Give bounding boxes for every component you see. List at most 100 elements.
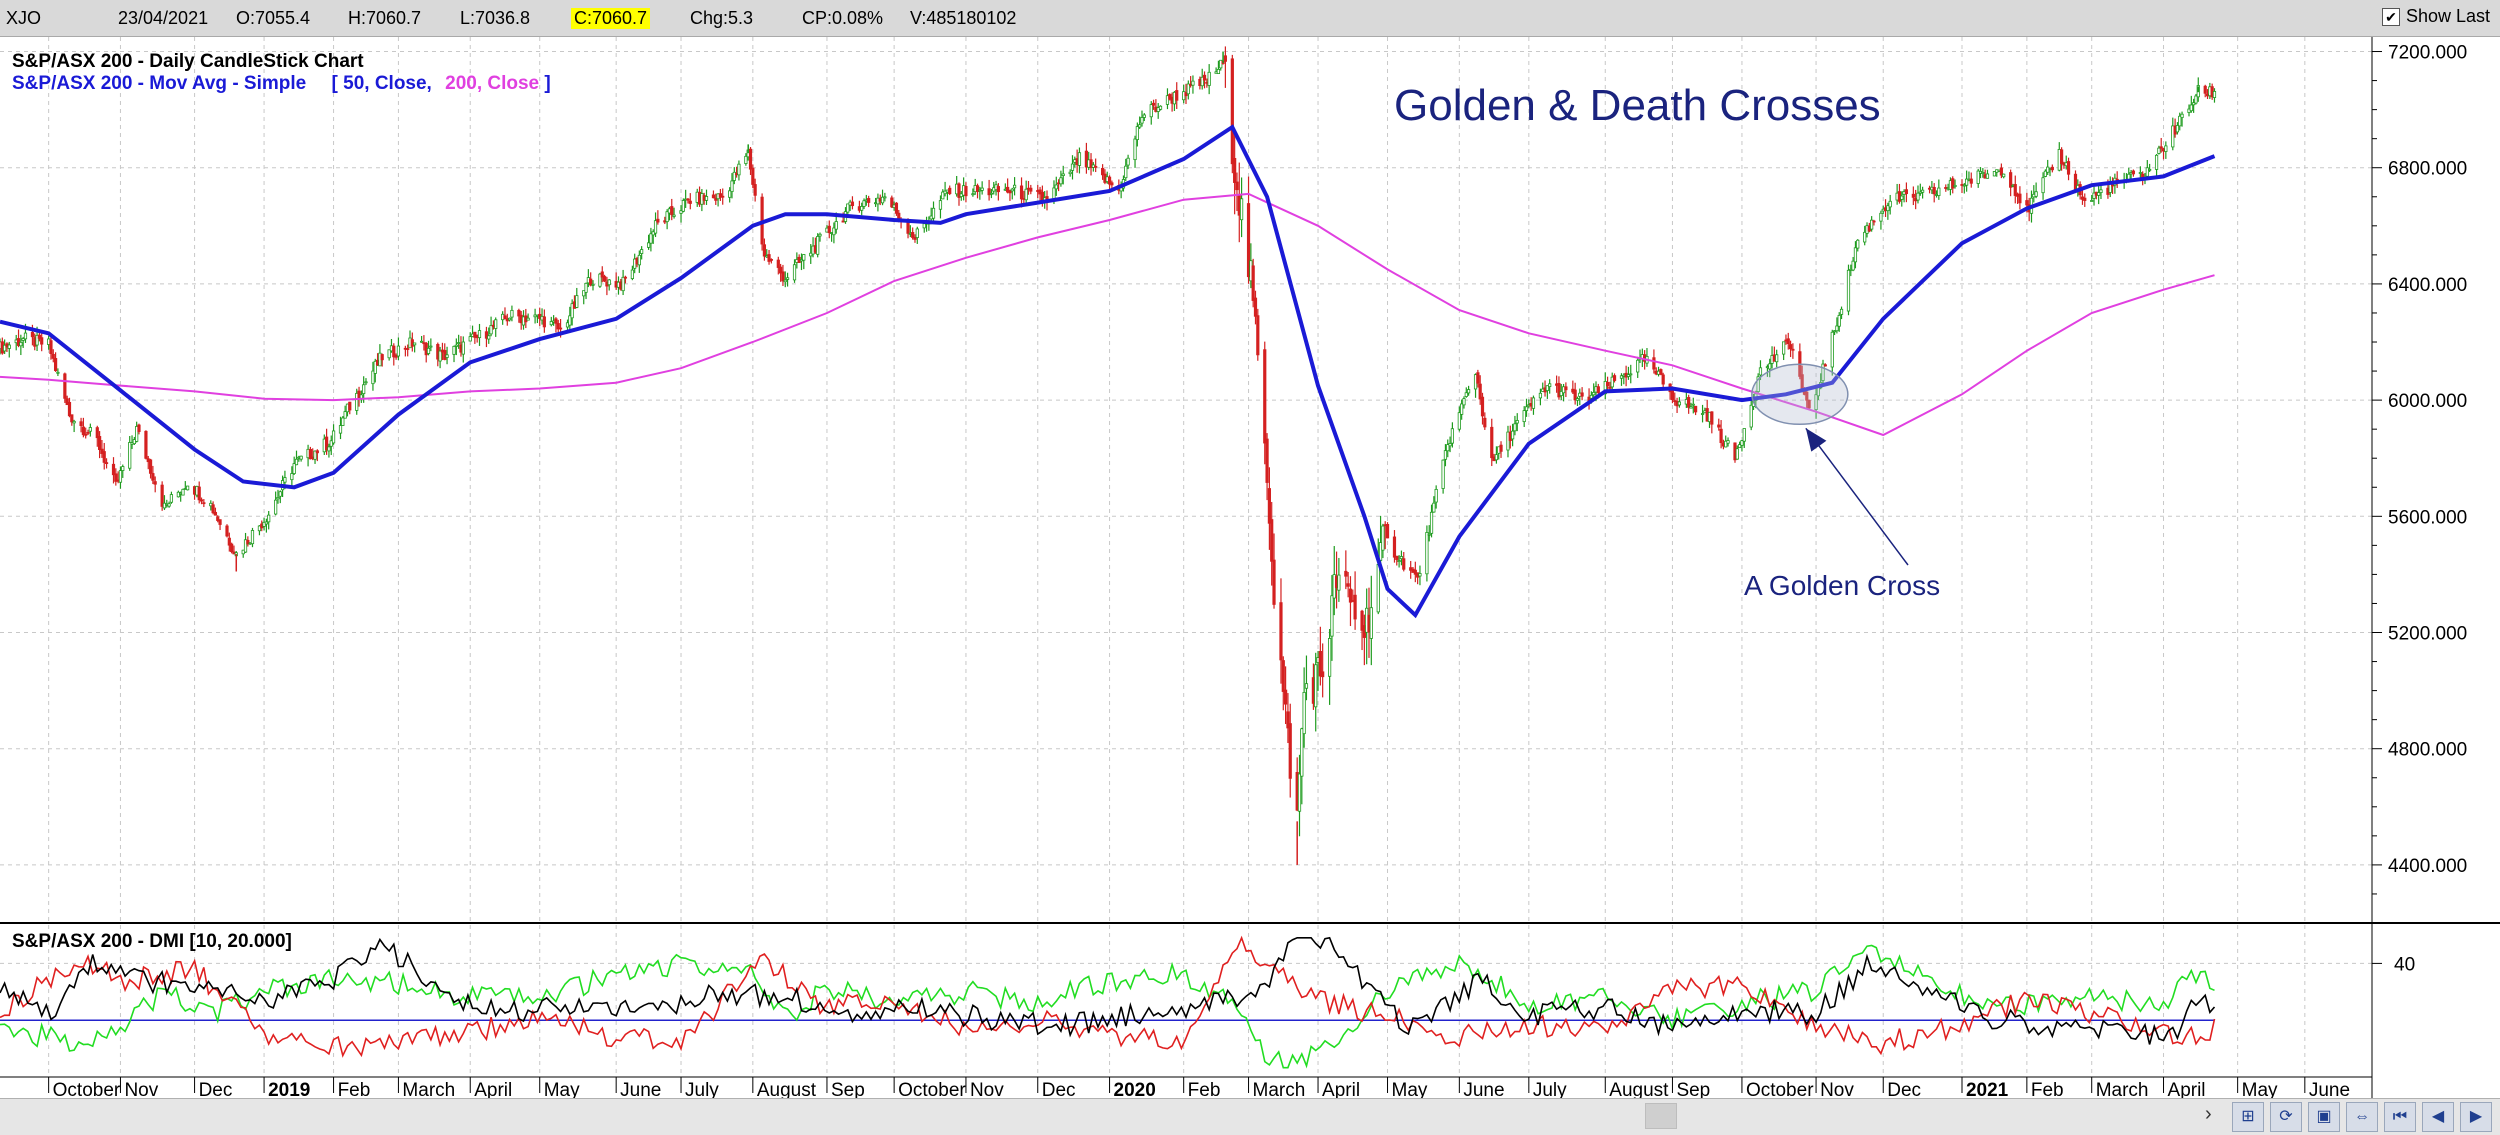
candle-up — [630, 269, 634, 279]
refresh-icon[interactable]: ⟳ — [2270, 1102, 2302, 1132]
candle-up — [1981, 172, 1985, 175]
low-label: L:7036.8 — [460, 8, 531, 28]
candle-down — [1151, 102, 1156, 106]
candle-up — [1832, 330, 1837, 333]
candle-up — [2189, 104, 2193, 112]
next-icon[interactable]: ▶ — [2460, 1102, 2492, 1132]
candle-down — [49, 340, 53, 354]
candle-down — [776, 259, 780, 268]
ma50-line — [0, 124, 2216, 619]
candle-down — [114, 473, 118, 482]
candle-up — [21, 338, 25, 341]
candle-down — [721, 195, 725, 198]
candle-up — [276, 497, 280, 500]
candle-up — [737, 163, 741, 176]
candle-down — [670, 206, 674, 216]
candle-up — [1378, 542, 1383, 561]
candle-up — [640, 249, 644, 254]
candle-down — [623, 276, 628, 279]
candle-down — [1395, 555, 1399, 560]
candle-up — [1328, 638, 1332, 677]
scrollbar-thumb[interactable] — [1645, 1103, 1677, 1129]
candle-up — [1441, 459, 1445, 489]
save-icon[interactable]: ▣ — [2308, 1102, 2340, 1132]
x-tick-label: October — [1746, 1080, 1814, 1098]
candle-up — [1467, 389, 1471, 394]
candle-down — [1670, 390, 1675, 401]
candle-up — [2092, 192, 2096, 199]
candle-down — [996, 186, 1000, 193]
chart-area[interactable]: 7200.000 6800.000 6400.000 6000.000 5600.000… — [0, 37, 2500, 1098]
candle-down — [656, 218, 660, 223]
candle-up — [1937, 187, 1941, 196]
candle-up — [1297, 773, 1302, 812]
annotation-title: Golden & Death Crosses — [1394, 81, 1881, 130]
candle-down — [781, 271, 785, 282]
candle-up — [329, 440, 333, 447]
candle-down — [1235, 181, 1239, 191]
candle-down — [867, 198, 871, 203]
x-tick-label: Dec — [199, 1080, 233, 1098]
candle-up — [2097, 192, 2101, 196]
candle-up — [568, 315, 572, 326]
candle-up — [343, 411, 347, 419]
candle-up — [331, 430, 336, 444]
candle-up — [1186, 83, 1190, 95]
candle-up — [2099, 189, 2103, 193]
candle-up — [2180, 113, 2184, 118]
dmi-panel[interactable] — [0, 935, 2216, 1069]
candle-down — [1823, 364, 1827, 367]
candle-up — [1626, 374, 1631, 377]
candle-down — [1360, 610, 1364, 631]
candle-down — [1969, 178, 1973, 184]
checkbox-icon[interactable]: ✔ — [2381, 7, 2400, 26]
price-panel[interactable] — [0, 46, 2217, 865]
candle-down — [213, 511, 218, 516]
candle-up — [1538, 392, 1543, 399]
first-icon[interactable]: ⏮ — [2384, 1102, 2416, 1132]
candle-up — [1219, 59, 1223, 69]
candle-down — [1246, 203, 1251, 278]
candle-up — [1337, 574, 1341, 591]
candle-up — [487, 335, 491, 340]
previous-icon[interactable]: ◀ — [2422, 1102, 2454, 1132]
x-tick-label: April — [474, 1080, 512, 1098]
candle-up — [672, 214, 676, 217]
candle-up — [621, 276, 625, 292]
candle-up — [2002, 173, 2006, 178]
candle-up — [2171, 125, 2175, 148]
candle-up — [1369, 607, 1373, 639]
candle-up — [452, 345, 456, 355]
candle-down — [1265, 438, 1269, 483]
candle-up — [1142, 114, 1146, 118]
candle-up — [2148, 168, 2152, 171]
candle-up — [637, 254, 641, 266]
candle-up — [118, 470, 123, 483]
candle-down — [1413, 569, 1417, 575]
candle-up — [1900, 195, 1904, 200]
candle-up — [1135, 126, 1139, 140]
candle-down — [67, 401, 72, 417]
x-tick-label: 2021 — [1966, 1080, 2009, 1098]
candle-down — [30, 331, 35, 338]
candle-down — [51, 353, 55, 359]
candle-up — [426, 347, 431, 354]
candle-up — [1302, 692, 1306, 735]
candle-up — [792, 264, 797, 281]
candle-up — [313, 450, 317, 460]
candle-up — [607, 279, 611, 286]
candle-up — [1140, 117, 1144, 124]
candle-up — [1782, 341, 1786, 355]
candle-up — [862, 200, 866, 207]
x-tick-label: July — [1533, 1080, 1567, 1098]
adx-line — [0, 936, 2216, 1045]
candle-down — [1094, 165, 1098, 168]
scroll-right-icon[interactable]: › — [2205, 1103, 2212, 1125]
show-last-toggle[interactable]: ✔ Show Last — [2381, 6, 2490, 27]
candle-down — [1029, 187, 1033, 192]
zoom-icon[interactable]: ⊞ — [2232, 1102, 2264, 1132]
candle-up — [783, 279, 787, 283]
resize-icon[interactable]: ⇔ — [2346, 1102, 2378, 1132]
candle-up — [1610, 376, 1614, 388]
x-tick-label: Nov — [970, 1080, 1004, 1098]
